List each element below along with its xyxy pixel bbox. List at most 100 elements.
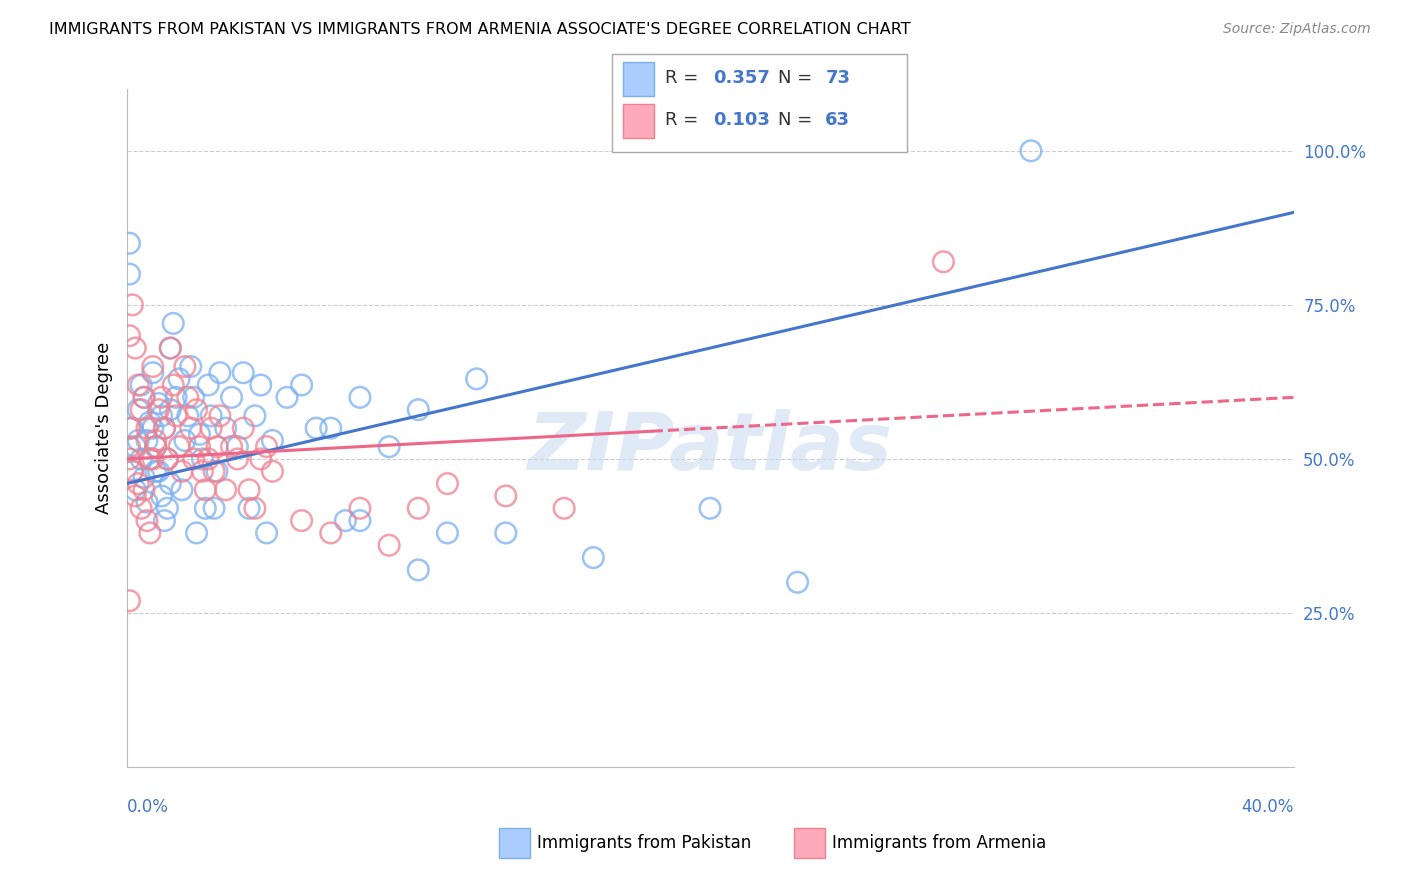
Text: 0.0%: 0.0% <box>127 797 169 815</box>
Point <box>208 366 231 380</box>
Point <box>186 402 208 417</box>
Point <box>256 525 278 540</box>
Point <box>132 470 155 484</box>
Point <box>262 464 284 478</box>
Point <box>177 390 200 404</box>
Point <box>205 440 228 454</box>
Point <box>215 483 238 497</box>
Point <box>290 378 312 392</box>
Point <box>408 402 430 417</box>
Point <box>118 593 141 607</box>
Point <box>159 476 181 491</box>
Point <box>232 421 254 435</box>
Point <box>118 236 141 251</box>
Point <box>786 575 808 590</box>
Point <box>142 421 165 435</box>
Point <box>1019 144 1042 158</box>
Point <box>136 421 159 435</box>
Point <box>139 415 162 429</box>
Point <box>145 464 167 478</box>
Point <box>226 452 249 467</box>
Point <box>186 525 208 540</box>
Point <box>465 372 488 386</box>
Point <box>145 440 167 454</box>
Point <box>148 396 170 410</box>
Point <box>194 501 217 516</box>
Point <box>305 421 328 435</box>
Point <box>553 501 575 516</box>
Point <box>145 440 167 454</box>
Point <box>243 409 266 423</box>
Point <box>495 489 517 503</box>
Text: 0.103: 0.103 <box>713 112 769 129</box>
Point <box>159 341 181 355</box>
Point <box>188 427 211 442</box>
Point <box>226 440 249 454</box>
Point <box>183 452 205 467</box>
Point <box>124 483 146 497</box>
Point <box>150 489 173 503</box>
Point <box>150 390 173 404</box>
Point <box>121 421 143 435</box>
Point <box>180 359 202 374</box>
Point <box>165 390 187 404</box>
Point <box>290 514 312 528</box>
Point <box>129 501 152 516</box>
Point <box>238 501 260 516</box>
Point <box>243 501 266 516</box>
Point <box>142 366 165 380</box>
Point <box>159 341 181 355</box>
Point <box>145 434 167 448</box>
Point <box>167 372 190 386</box>
Point <box>132 390 155 404</box>
Point <box>159 402 181 417</box>
Text: Immigrants from Armenia: Immigrants from Armenia <box>832 834 1046 852</box>
Point <box>249 378 271 392</box>
Point <box>200 409 222 423</box>
Point <box>205 464 228 478</box>
Point <box>232 366 254 380</box>
Text: IMMIGRANTS FROM PAKISTAN VS IMMIGRANTS FROM ARMENIA ASSOCIATE'S DEGREE CORRELATI: IMMIGRANTS FROM PAKISTAN VS IMMIGRANTS F… <box>49 22 911 37</box>
Point <box>436 476 458 491</box>
Point <box>408 563 430 577</box>
Point <box>142 452 165 467</box>
Point <box>129 452 152 467</box>
Point <box>191 452 214 467</box>
Point <box>335 514 357 528</box>
Point <box>121 298 143 312</box>
Text: Immigrants from Pakistan: Immigrants from Pakistan <box>537 834 751 852</box>
Y-axis label: Associate's Degree: Associate's Degree <box>94 342 112 515</box>
Point <box>153 421 176 435</box>
Point <box>127 378 149 392</box>
Point <box>194 483 217 497</box>
Point <box>127 434 149 448</box>
Point <box>121 464 143 478</box>
Point <box>319 525 342 540</box>
Point <box>150 409 173 423</box>
Point <box>349 501 371 516</box>
Text: N =: N = <box>778 70 817 87</box>
Text: 73: 73 <box>825 70 851 87</box>
Point <box>156 452 179 467</box>
Point <box>183 390 205 404</box>
Point <box>202 464 225 478</box>
Point <box>129 378 152 392</box>
Point <box>148 464 170 478</box>
Point <box>162 378 184 392</box>
Point <box>136 495 159 509</box>
Point <box>127 402 149 417</box>
Text: N =: N = <box>778 112 817 129</box>
Point <box>200 421 222 435</box>
Point <box>262 434 284 448</box>
Point <box>132 390 155 404</box>
Point <box>208 409 231 423</box>
Point <box>124 440 146 454</box>
Point <box>142 359 165 374</box>
Point <box>436 525 458 540</box>
Point <box>378 538 401 552</box>
Point <box>136 434 159 448</box>
Point <box>153 514 176 528</box>
Point <box>221 390 243 404</box>
Point <box>249 452 271 467</box>
Point <box>162 317 184 331</box>
